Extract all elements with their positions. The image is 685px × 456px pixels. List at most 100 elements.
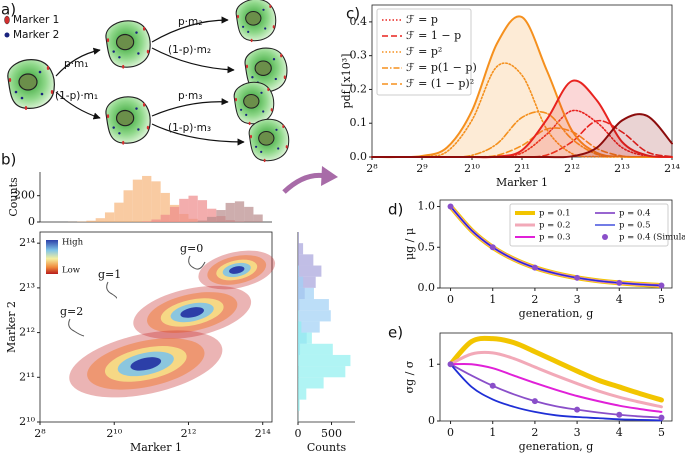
arrow [55, 47, 101, 77]
arrow-label: (1-p)·m₂ [168, 44, 211, 56]
y-tick-label: 0 [428, 414, 435, 427]
legend-label: p = 0.4 (Simulation) [619, 232, 685, 243]
y-axis-label: pdf [x10³] [340, 54, 353, 109]
histogram-bar [298, 265, 300, 277]
histogram-bar [298, 321, 302, 333]
cell [233, 81, 275, 126]
x-tick-label: 0 [295, 427, 302, 440]
line [449, 363, 663, 419]
line [449, 363, 663, 422]
histogram-bar [86, 220, 96, 222]
arrow [151, 123, 245, 146]
x-tick-label: 2¹⁴ [664, 162, 680, 175]
histogram-bar [298, 343, 333, 355]
histogram-bar [298, 276, 316, 288]
legend-label: ℱ = 1 − p [406, 29, 461, 42]
legend-label: Marker 1 [13, 14, 59, 26]
histogram-bar [298, 377, 324, 389]
legend-label: ℱ = p(1 − p) [406, 61, 477, 74]
y-tick-label: 2¹¹ [19, 370, 35, 383]
y-axis-label: Counts [7, 177, 20, 217]
arrow-label: p·m₂ [178, 16, 202, 28]
x-tick-label: 3 [574, 426, 581, 439]
density-cluster [130, 357, 162, 371]
cell [7, 59, 55, 111]
y-tick-label: 200 [14, 189, 35, 202]
area [372, 114, 672, 158]
y-tick-label: 0.2 [350, 82, 368, 95]
x-tick-label: 2 [531, 426, 538, 439]
simulation-point [574, 274, 581, 281]
x-tick-label: 2¹² [564, 162, 580, 175]
y-tick-label: 0 [28, 215, 35, 228]
line [371, 15, 673, 159]
histogram-bar [253, 214, 263, 222]
histogram-bar [298, 232, 299, 244]
x-tick-label: 4 [616, 426, 623, 439]
histogram-bar [151, 219, 161, 222]
line [449, 350, 663, 409]
x-tick-label: 5 [658, 426, 665, 439]
histogram-bar [298, 310, 331, 322]
arrow-label: p·m₃ [178, 90, 202, 102]
area [372, 80, 672, 158]
panel-label: a) [1, 1, 16, 19]
histogram-bar [298, 276, 304, 288]
histogram-bar [298, 299, 329, 311]
histogram-bar [298, 366, 346, 378]
histogram-bar [298, 287, 314, 300]
legend-swatch [4, 15, 10, 25]
histogram-bar [179, 198, 189, 222]
y-tick-label: 0.4 [350, 15, 368, 28]
y-tick-label: 0.5 [418, 240, 436, 253]
y-tick-label: 0.1 [350, 116, 368, 129]
x-axis-label: Counts [307, 441, 347, 454]
legend-label: Marker 2 [13, 29, 59, 41]
histogram-bar [298, 354, 351, 367]
arrow-label: (1-p)·m₃ [168, 122, 211, 134]
panel-label: d) [388, 201, 403, 219]
histogram-bar [197, 220, 208, 222]
cell [105, 20, 151, 70]
plot-frame [39, 231, 273, 423]
histogram-bar [142, 175, 152, 222]
x-tick-label: 2¹⁴ [255, 427, 271, 440]
x-tick-label: 1 [489, 426, 496, 439]
x-tick-label: 2¹⁰ [106, 427, 122, 440]
histogram-bar [225, 202, 235, 222]
simulation-point [658, 282, 665, 289]
y-axis-label: Marker 2 [5, 301, 18, 353]
x-tick-label: 2 [531, 293, 538, 306]
x-tick-label: 0 [447, 293, 454, 306]
simulation-point [447, 361, 454, 368]
legend-label: ℱ = p [406, 13, 438, 26]
arrow-label: (1-p)·m₁ [55, 90, 98, 102]
legend-label: p = 0.1 [539, 209, 571, 219]
histogram-bar [197, 200, 208, 222]
histogram-bar [160, 214, 170, 222]
legend-box [376, 8, 472, 96]
density-cluster [180, 307, 204, 318]
histogram-bar [207, 208, 217, 222]
histogram-bar [207, 216, 217, 222]
y-axis-label: μg / μ [403, 228, 416, 260]
plot-frame [439, 332, 673, 422]
colorbar-label: Low [62, 266, 81, 276]
histogram-bar [298, 254, 314, 266]
panel-label: e) [388, 324, 403, 342]
legend-swatch [602, 234, 608, 240]
cluster-annotation: g=1 [98, 268, 121, 281]
x-axis-label: Marker 1 [496, 176, 548, 189]
annotation-line [106, 281, 117, 299]
arrow [151, 16, 229, 43]
y-tick-label: 2¹⁴ [19, 236, 35, 249]
histogram-bar [160, 192, 170, 222]
histogram-bar [298, 321, 320, 333]
colorbar [46, 240, 58, 274]
annotation-line [188, 255, 206, 270]
line [448, 335, 664, 403]
y-tick-label: 2¹² [19, 326, 35, 339]
x-tick-label: 2⁸ [366, 162, 378, 175]
